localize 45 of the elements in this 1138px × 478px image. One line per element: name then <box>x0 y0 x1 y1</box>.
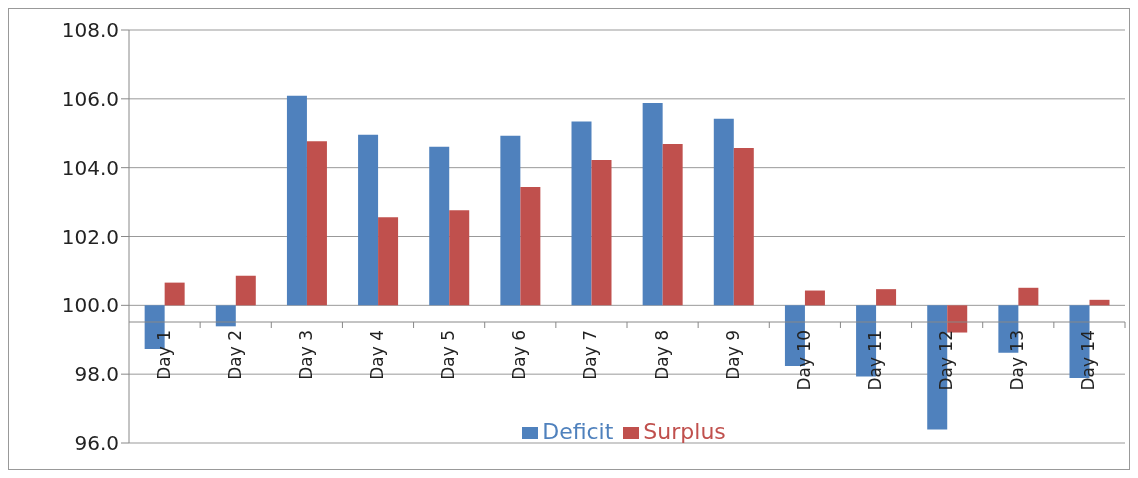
bar <box>591 160 612 306</box>
bar <box>713 118 734 306</box>
y-tick-label: 106.0 <box>61 86 119 111</box>
bar <box>500 135 521 306</box>
bar <box>571 121 592 306</box>
bar <box>429 146 450 306</box>
bar <box>662 143 683 306</box>
x-tick-label: Day 14 <box>1078 330 1099 391</box>
bar <box>378 217 399 306</box>
bar <box>1018 287 1039 306</box>
bar <box>358 134 379 306</box>
x-tick-label: Day 11 <box>865 330 885 391</box>
bar <box>804 290 825 306</box>
bar <box>449 210 470 306</box>
x-tick-label: Day 4 <box>367 330 387 380</box>
x-tick-label: Day 10 <box>793 330 814 391</box>
x-tick-label: Day 9 <box>722 330 743 380</box>
y-tick-label: 102.0 <box>61 224 119 249</box>
y-tick-label: 108.0 <box>61 18 119 43</box>
x-tick-label: Day 7 <box>580 330 601 380</box>
x-tick-label: Day 6 <box>509 330 530 380</box>
legend-label: Surplus <box>643 419 726 444</box>
y-tick-label: 104.0 <box>61 155 119 180</box>
bar <box>947 305 968 333</box>
x-tick-label: Day 12 <box>936 330 957 391</box>
bar <box>215 305 236 327</box>
y-tick-label: 98.0 <box>74 362 119 387</box>
x-tick-label: Day 8 <box>651 330 672 380</box>
x-tick-label: Day 1 <box>153 330 174 380</box>
bar <box>520 186 541 306</box>
x-tick-label: Day 13 <box>1007 330 1028 391</box>
bar <box>1089 299 1110 306</box>
x-tick-label: Day 2 <box>224 330 245 380</box>
legend-label: Deficit <box>542 419 614 444</box>
x-tick-label: Day 5 <box>438 330 459 380</box>
bar <box>286 95 307 306</box>
x-tick-label: Day 3 <box>295 330 316 380</box>
y-tick-label: 100.0 <box>61 293 119 318</box>
bar <box>235 275 256 306</box>
bar <box>876 289 897 306</box>
bar <box>733 148 754 306</box>
bar <box>164 282 185 306</box>
bar <box>642 102 663 306</box>
y-tick-label: 96.0 <box>74 431 119 456</box>
bar <box>306 141 327 306</box>
